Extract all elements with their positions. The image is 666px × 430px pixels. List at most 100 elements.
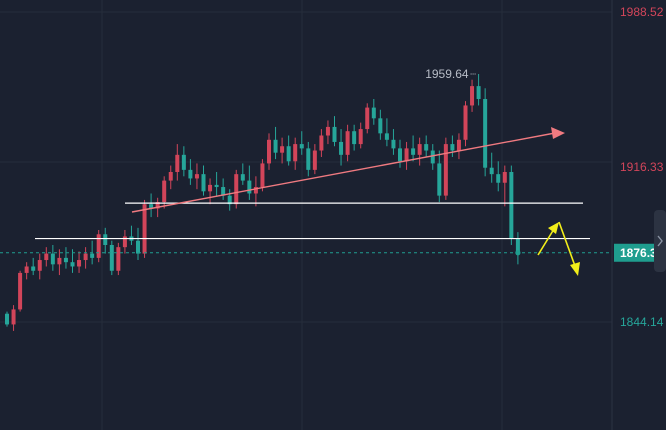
candle-body [286, 146, 291, 162]
candle-body [90, 253, 95, 258]
candle [201, 165, 206, 196]
candle-body [70, 262, 75, 267]
axis-collapse-tab[interactable] [654, 210, 666, 272]
candle-body [391, 139, 396, 149]
candle-body [50, 253, 55, 265]
candle [437, 150, 442, 203]
candle-body [168, 172, 173, 181]
candle-body [417, 144, 422, 155]
candle [299, 131, 304, 155]
candle [332, 116, 337, 147]
candle-body [44, 253, 49, 261]
candle-body [260, 163, 265, 188]
candle-body [404, 148, 409, 162]
candle [96, 229, 101, 263]
candle [325, 120, 330, 145]
candle [384, 118, 389, 147]
candle-body [358, 129, 363, 145]
candle [476, 74, 481, 106]
candle [234, 169, 239, 209]
candle-body [352, 131, 357, 145]
candle-body [227, 195, 232, 205]
candle [483, 88, 488, 177]
candle-body [443, 144, 448, 196]
candle [273, 126, 278, 160]
down-arrow-shaft [558, 221, 576, 267]
candle-body [5, 313, 9, 325]
candle-body [319, 135, 324, 151]
candle [515, 232, 520, 265]
candle-body [339, 141, 344, 155]
candle-body [502, 172, 507, 183]
candle-body [103, 234, 108, 246]
candle-body [470, 86, 475, 106]
candle [450, 135, 455, 157]
candle-body [188, 169, 193, 179]
candle [293, 137, 298, 170]
candle [181, 146, 186, 177]
candle [44, 247, 49, 267]
candle-body [496, 174, 501, 183]
candles [5, 74, 520, 331]
candle-body [450, 144, 455, 151]
candle-body [57, 257, 62, 265]
candle-body [293, 144, 298, 162]
candle-body [175, 154, 180, 173]
candle [345, 124, 350, 162]
candle-body [267, 139, 271, 164]
candle [253, 176, 258, 207]
candle-body [312, 150, 317, 170]
candle-body [83, 253, 88, 261]
candle-body [194, 174, 199, 179]
candle [430, 144, 435, 170]
candle-body [345, 131, 350, 155]
candle [378, 109, 383, 140]
candle [260, 159, 265, 192]
candle [470, 79, 475, 112]
candle-body [214, 184, 219, 188]
annotations: 1959.64 [0, 67, 612, 276]
candle [214, 172, 219, 196]
candle [168, 165, 173, 190]
candle [352, 124, 357, 151]
candle [306, 141, 311, 177]
candle [227, 189, 232, 211]
candle [286, 135, 291, 166]
y-tick-label: 1916.33 [620, 160, 664, 174]
grid [0, 0, 613, 430]
candle [358, 122, 363, 149]
down-arrow-head [570, 262, 580, 276]
candle-body [11, 309, 16, 325]
candle-body [240, 174, 245, 181]
high-price-label: 1959.64 [425, 67, 469, 81]
candle [280, 137, 285, 164]
candle [463, 101, 468, 147]
candle-body [306, 148, 311, 170]
candle [319, 129, 324, 157]
candle-body [378, 118, 383, 134]
candle-body [155, 202, 160, 209]
candle [339, 129, 344, 166]
candle [57, 249, 62, 276]
candle-body [299, 144, 304, 149]
candle-body [234, 174, 239, 205]
candle-body [221, 187, 226, 196]
candle-body [411, 148, 416, 155]
candle [175, 144, 180, 181]
candle-body [37, 260, 42, 271]
y-tick-label: 1988.52 [620, 5, 664, 19]
forecast-arrows [537, 221, 580, 276]
candle-body [208, 184, 213, 192]
candle [63, 247, 68, 269]
candle [496, 161, 501, 192]
candle-body [398, 148, 402, 162]
candle [489, 152, 494, 183]
candle [149, 193, 154, 218]
candle-body [24, 266, 29, 273]
candle-body [509, 172, 514, 239]
candle-body [325, 126, 330, 136]
candle-body [273, 139, 278, 153]
candle [456, 133, 461, 160]
